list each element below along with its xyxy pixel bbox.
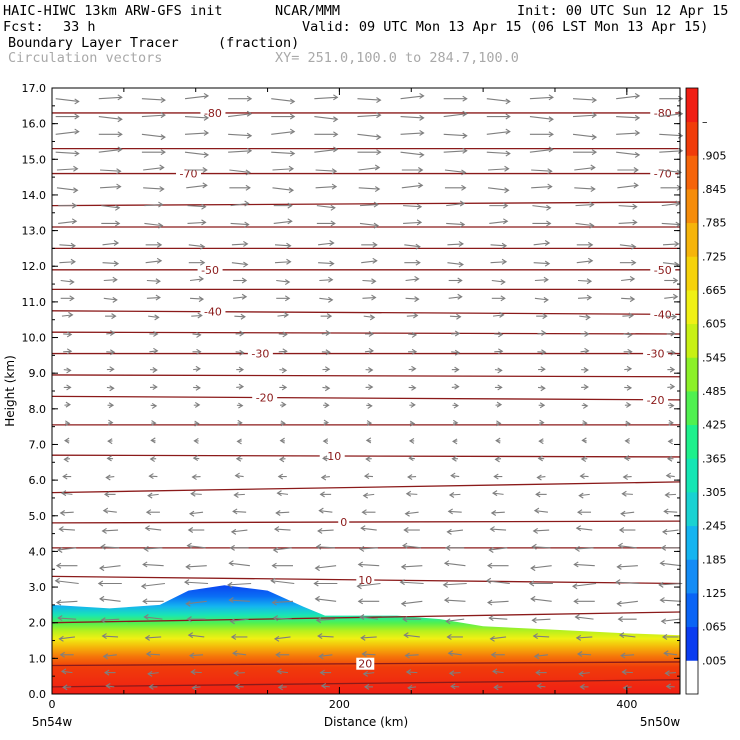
colorbar-swatch — [686, 593, 698, 627]
colorbar-label: .125 — [702, 587, 727, 600]
colorbar-swatch — [686, 357, 698, 391]
colorbar-swatch — [686, 559, 698, 593]
y-axis-title: Height (km) — [3, 355, 17, 426]
contour-label: -20 — [647, 394, 665, 407]
y-tick-label: 14.0 — [22, 189, 47, 202]
colorbar-swatch — [686, 223, 698, 257]
colorbar-swatch — [686, 324, 698, 358]
contour-label: -30 — [251, 348, 269, 361]
contour-label: 20 — [358, 658, 372, 671]
colorbar-swatch — [686, 290, 698, 324]
colorbar-swatch — [686, 660, 698, 694]
colorbar-label: .065 — [702, 621, 727, 634]
y-tick-label: 15.0 — [22, 153, 47, 166]
colorbar-label: – — [702, 116, 708, 129]
contour-label: -40 — [204, 306, 222, 319]
contour-label: -20 — [256, 392, 274, 405]
colorbar-swatch — [686, 88, 698, 122]
contour-label: 0 — [340, 516, 347, 529]
colorbar-label: .485 — [702, 385, 727, 398]
y-tick-label: 5.0 — [29, 510, 47, 523]
colorbar-label: .005 — [702, 654, 727, 667]
contour-label: -70 — [654, 168, 672, 181]
contour-label: -50 — [201, 264, 219, 277]
colorbar-label: .725 — [702, 250, 727, 263]
colorbar-swatch — [686, 391, 698, 425]
colorbar-swatch — [686, 122, 698, 156]
colorbar-swatch — [686, 256, 698, 290]
colorbar-swatch — [686, 492, 698, 526]
y-tick-label: 17.0 — [22, 82, 47, 95]
y-tick-label: 10.0 — [22, 332, 47, 345]
colorbar-label: .185 — [702, 553, 727, 566]
plot-area: -80-80-70-70-50-50-40-40-30-30-20-20-100… — [52, 88, 682, 694]
y-tick-label: 6.0 — [29, 474, 47, 487]
y-tick-label: 1.0 — [29, 652, 47, 665]
colorbar-label: .845 — [702, 183, 727, 196]
colorbar-swatch — [686, 526, 698, 560]
y-tick-label: 7.0 — [29, 438, 47, 451]
colorbar-label: .665 — [702, 284, 727, 297]
colorbar-label: .785 — [702, 217, 727, 230]
y-tick-label: 12.0 — [22, 260, 47, 273]
contour-label: -50 — [654, 264, 672, 277]
colorbar-swatch — [686, 425, 698, 459]
colorbar-swatch — [686, 458, 698, 492]
y-tick-label: 8.0 — [29, 403, 47, 416]
y-tick-label: 13.0 — [22, 225, 47, 238]
y-tick-label: 16.0 — [22, 118, 47, 131]
colorbar-label: .605 — [702, 318, 727, 331]
x-tick-label: 200 — [329, 698, 350, 711]
colorbar-swatch — [686, 189, 698, 223]
y-tick-label: 9.0 — [29, 367, 47, 380]
colorbar-label: .545 — [702, 351, 727, 364]
colorbar: .005 .065 .125 .185 .245 .305 .365 .425 .485 .545… — [686, 88, 727, 694]
colorbar-label: .425 — [702, 419, 727, 432]
colorbar-swatch — [686, 627, 698, 661]
colorbar-label: .905 — [702, 149, 727, 162]
y-tick-label: 3.0 — [29, 581, 47, 594]
x-left-endpoint: 5n54w — [32, 715, 73, 729]
x-tick-label: 400 — [616, 698, 637, 711]
y-tick-label: 11.0 — [22, 296, 47, 309]
contour-label: -80 — [654, 107, 672, 120]
colorbar-label: .245 — [702, 520, 727, 533]
contour-label: -40 — [654, 308, 672, 321]
y-tick-label: 2.0 — [29, 617, 47, 630]
y-tick-label: 0.0 — [29, 688, 47, 701]
x-tick-label: 0 — [49, 698, 56, 711]
colorbar-swatch — [686, 155, 698, 189]
y-tick-label: 4.0 — [29, 545, 47, 558]
x-axis-title: Distance (km) — [324, 715, 408, 729]
contour-label: -30 — [647, 348, 665, 361]
colorbar-label: .305 — [702, 486, 727, 499]
x-right-endpoint: 5n50w — [640, 715, 681, 729]
colorbar-label: .365 — [702, 452, 727, 465]
